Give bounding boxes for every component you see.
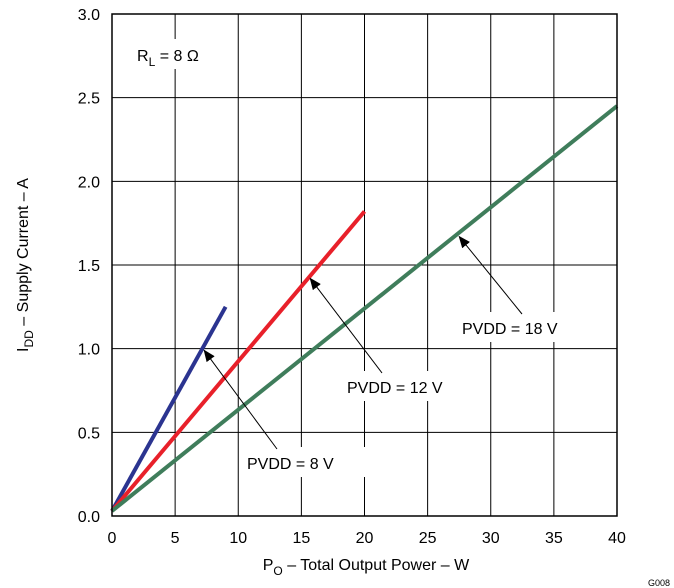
- rl-main: R: [137, 48, 149, 65]
- y-tick-label: 0.0: [78, 509, 100, 526]
- pvdd18-label-box: [456, 312, 602, 342]
- x-tick-label: 40: [608, 530, 626, 547]
- rl-sub: L: [149, 55, 156, 69]
- pvdd18-label: PVDD = 18 V: [462, 321, 558, 338]
- x-tick-labels: 0 5 10 15 20 25 30 35 40: [108, 530, 626, 547]
- rl-rest: = 8 Ω: [155, 48, 199, 65]
- plot-frame: [111, 13, 618, 517]
- rl-annotation: RL = 8 Ω: [137, 48, 199, 69]
- series-line-1: [110, 305, 228, 512]
- y-tick-label: 1.5: [78, 258, 100, 275]
- y-tick-label: 2.0: [78, 174, 100, 191]
- x-title-rest: – Total Output Power – W: [283, 557, 470, 574]
- series-line-2: [110, 210, 367, 513]
- x-tick-label: 15: [292, 530, 310, 547]
- series-line-3: [110, 104, 619, 513]
- x-tick-label: 10: [229, 530, 247, 547]
- x-title-main: P: [263, 557, 274, 574]
- pvdd12-arrow: [309, 277, 383, 374]
- y-tick-label: 0.5: [78, 425, 100, 442]
- x-tick-label: 5: [171, 530, 180, 547]
- pvdd12-label-box: [341, 371, 487, 401]
- figure-id: G008: [648, 578, 670, 588]
- y-title-rest: – Supply Current – A: [15, 178, 32, 330]
- pvdd8-label-box: [241, 447, 377, 477]
- y-tick-label: 3.0: [78, 7, 100, 24]
- pvdd18-arrow: [458, 235, 523, 315]
- y-tick-label: 1.0: [78, 342, 100, 359]
- y-axis-title: IDD – Supply Current – A: [15, 178, 36, 352]
- x-tick-label: 30: [482, 530, 500, 547]
- y-tick-label: 2.5: [78, 91, 100, 108]
- rl-label-box: [131, 39, 227, 69]
- x-tick-label: 20: [356, 530, 374, 547]
- y-title-sub: DD: [22, 330, 36, 348]
- x-axis-title: PO – Total Output Power – W: [263, 557, 470, 578]
- pvdd8-arrow: [203, 349, 278, 450]
- series-lines: [110, 104, 619, 513]
- grid: [111, 13, 618, 517]
- x-tick-label: 0: [108, 530, 117, 547]
- x-tick-label: 25: [419, 530, 437, 547]
- y-title-main: I: [15, 347, 32, 351]
- y-tick-labels: 0.0 0.5 1.0 1.5 2.0 2.5 3.0: [78, 7, 100, 526]
- x-tick-label: 35: [545, 530, 563, 547]
- x-title-sub: O: [273, 564, 282, 578]
- pvdd12-label: PVDD = 12 V: [347, 380, 443, 397]
- pvdd8-label: PVDD = 8 V: [247, 456, 334, 473]
